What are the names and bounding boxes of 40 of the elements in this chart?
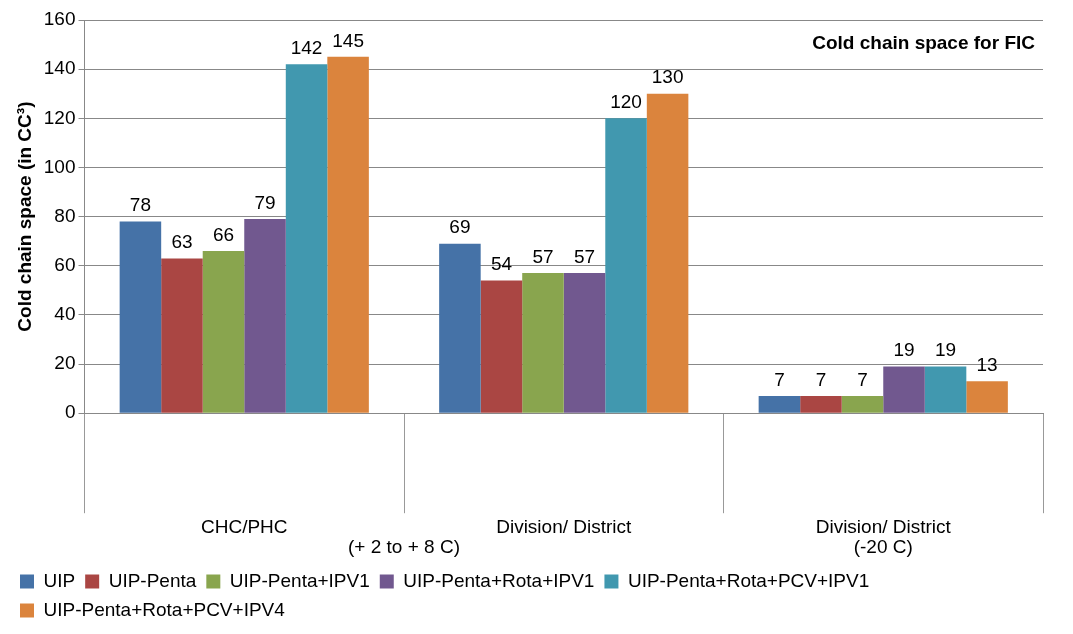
legend-label: UIP xyxy=(43,569,76,591)
y-axis-title: Cold chain space (in CC³) xyxy=(13,101,35,332)
data-label: 7 xyxy=(774,368,785,390)
data-label: 19 xyxy=(934,339,957,361)
data-label: 7 xyxy=(815,368,827,390)
data-label: 66 xyxy=(212,223,235,245)
y-tick-label: 60 xyxy=(54,253,76,275)
data-label: 63 xyxy=(171,231,193,253)
data-label: 57 xyxy=(573,245,596,267)
data-label: 79 xyxy=(254,191,276,213)
y-tick-label: 40 xyxy=(54,303,76,325)
x-tick-label: CHC/PHC xyxy=(200,515,288,537)
y-tick-label: 0 xyxy=(64,401,76,423)
y-tick-label: 80 xyxy=(54,204,76,226)
y-tick-label: 20 xyxy=(54,352,76,374)
y-tick-label: 120 xyxy=(43,106,76,128)
legend-label: UIP-Penta xyxy=(108,569,197,591)
text: (-20 C) xyxy=(853,536,913,558)
legend-label: UIP-Penta+Rota+PCV+IPV4 xyxy=(43,598,286,620)
text: (+ 2 to + 8 C) xyxy=(348,536,460,558)
data-label: 54 xyxy=(490,253,513,275)
data-label: 69 xyxy=(449,216,471,238)
data-label: 142 xyxy=(290,36,323,58)
data-label: 120 xyxy=(610,91,642,113)
legend-label: UIP-Penta+Rota+IPV1 xyxy=(403,569,595,591)
text: Cold chain space for FIC xyxy=(812,31,1036,53)
legend-label: UIP-Penta+Rota+PCV+IPV1 xyxy=(627,569,870,591)
data-label: 78 xyxy=(129,194,151,216)
data-label: 130 xyxy=(651,66,684,88)
data-label: 19 xyxy=(893,339,915,361)
legend-label: UIP-Penta+IPV1 xyxy=(229,569,370,591)
x-tick-label: Division/ District xyxy=(815,515,952,537)
y-tick-label: 140 xyxy=(43,57,76,79)
x-tick-label: Division/ District xyxy=(496,515,633,537)
data-label: 57 xyxy=(532,245,554,267)
y-tick-label: 160 xyxy=(43,8,76,30)
data-label: 7 xyxy=(857,368,868,390)
y-tick-label: 100 xyxy=(43,155,76,177)
data-label: 13 xyxy=(976,353,998,375)
data-label: 145 xyxy=(332,29,364,51)
